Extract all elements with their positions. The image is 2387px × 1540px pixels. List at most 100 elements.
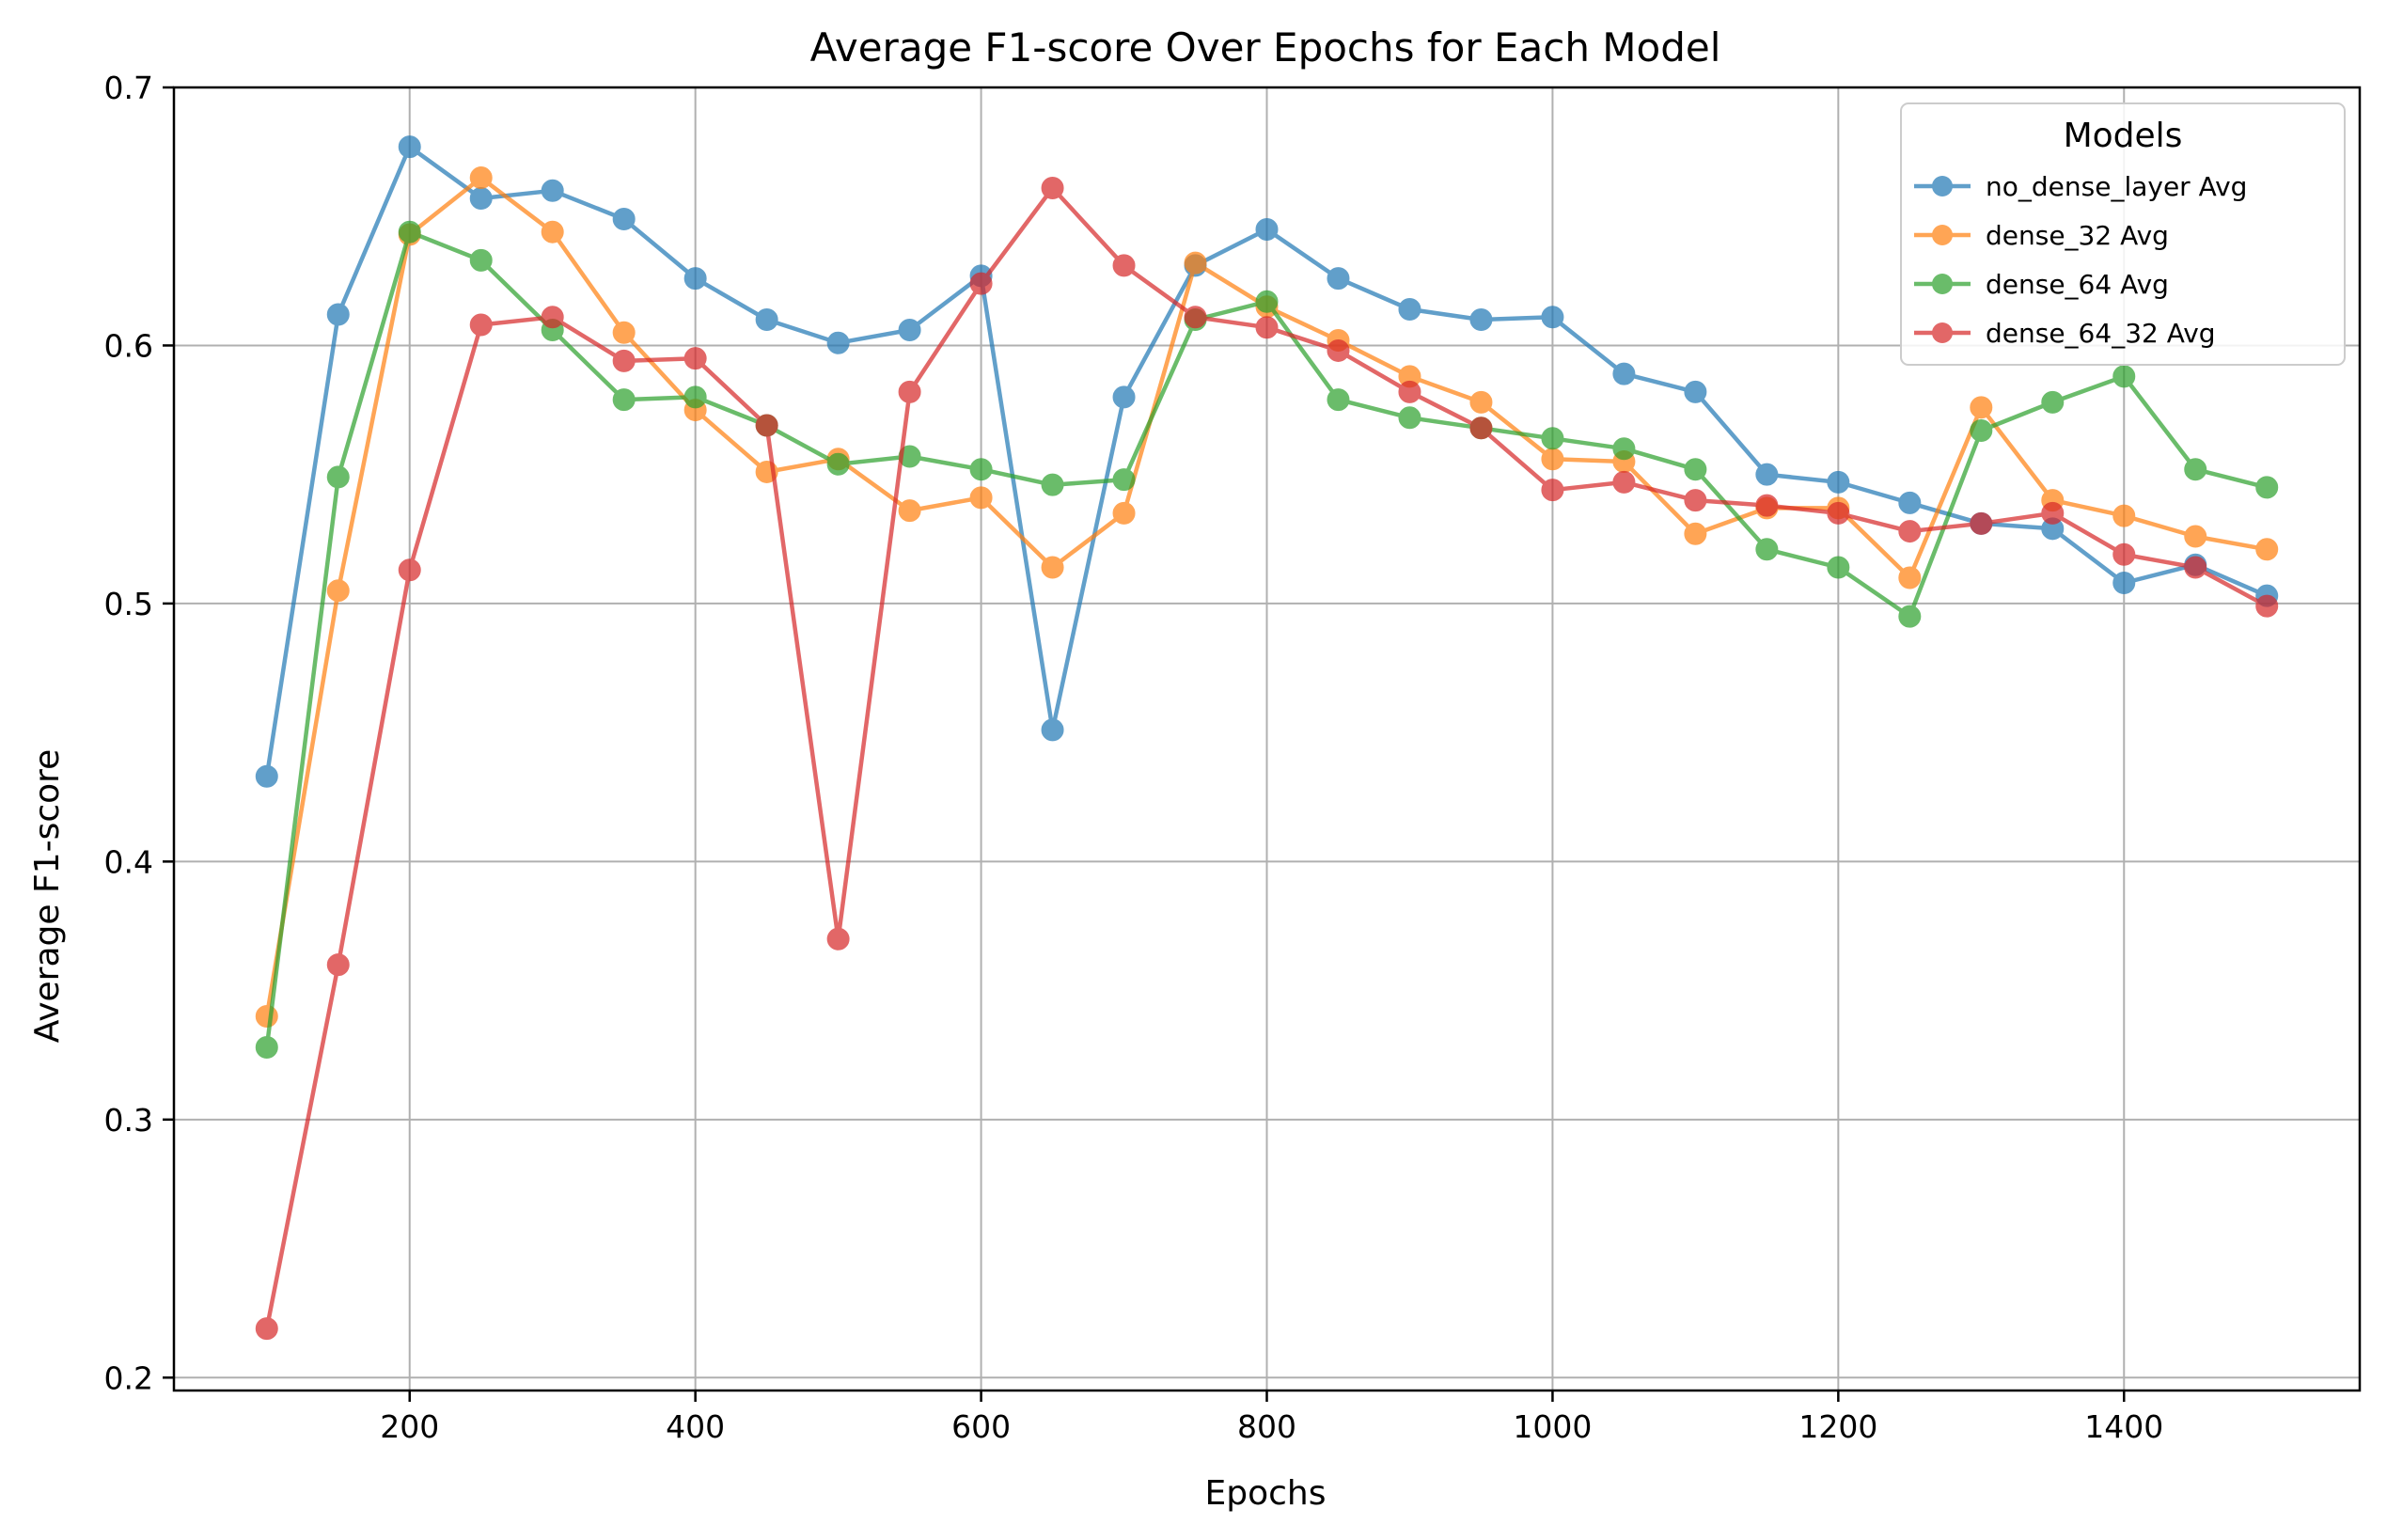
data-point: [541, 220, 564, 244]
data-point: [541, 306, 564, 329]
data-point: [1041, 718, 1064, 742]
y-tick-label: 0.2: [104, 1359, 153, 1396]
y-tick-label: 0.4: [104, 843, 153, 880]
data-point: [1684, 489, 1707, 512]
data-point: [326, 953, 350, 977]
data-point: [2255, 538, 2279, 561]
data-point: [1469, 308, 1493, 332]
legend-label: dense_32 Avg: [1986, 220, 2169, 251]
data-point: [1898, 605, 1922, 628]
data-point: [1041, 473, 1064, 496]
data-point: [826, 331, 850, 354]
data-point: [1112, 501, 1136, 525]
data-point: [755, 308, 778, 332]
data-point: [1612, 437, 1636, 461]
legend-item: dense_64_32 Avg: [1914, 318, 2216, 349]
data-point: [1041, 556, 1064, 579]
data-point: [683, 347, 707, 370]
x-tick-label: 1000: [1513, 1408, 1592, 1445]
data-point: [1469, 390, 1493, 414]
data-point: [2255, 476, 2279, 499]
series-dense-64-32-avg: [255, 177, 2279, 1341]
data-point: [755, 414, 778, 437]
data-point: [1112, 468, 1136, 492]
series-dense-64-avg: [255, 220, 2279, 1059]
data-point: [2112, 504, 2136, 527]
data-point: [1327, 338, 1350, 362]
legend: Models no_dense_layer Avg dense_32 Avg den…: [1900, 102, 2346, 366]
chart-title: Average F1-score Over Epochs for Each Mo…: [810, 24, 1721, 71]
legend-swatch-marker: [1932, 176, 1953, 196]
data-point: [1541, 427, 1564, 450]
data-point: [1541, 448, 1564, 471]
data-point: [398, 220, 421, 244]
data-point: [1612, 362, 1636, 385]
legend-items: no_dense_layer Avg dense_32 Avg dense_64 A…: [1914, 171, 2247, 349]
data-point: [255, 764, 278, 788]
y-tick-label: 0.7: [104, 70, 153, 106]
data-point: [398, 135, 421, 159]
y-tick-label: 0.6: [104, 327, 153, 364]
data-point: [398, 558, 421, 582]
legend-swatch: [1914, 225, 1971, 245]
x-tick-label: 200: [380, 1408, 439, 1445]
data-point: [1684, 458, 1707, 481]
legend-label: no_dense_layer Avg: [1986, 171, 2247, 202]
legend-title: Models: [2064, 117, 2183, 155]
data-point: [612, 388, 636, 412]
data-point: [1827, 470, 1850, 494]
data-point: [255, 1035, 278, 1059]
data-point: [898, 499, 921, 523]
data-point: [1827, 501, 1850, 525]
data-point: [2112, 365, 2136, 388]
data-point: [2184, 458, 2207, 481]
data-point: [469, 187, 493, 211]
data-point: [1684, 380, 1707, 403]
data-point: [2184, 525, 2207, 548]
data-point: [469, 166, 493, 190]
data-point: [969, 458, 993, 481]
data-point: [1255, 290, 1279, 313]
data-point: [1112, 385, 1136, 409]
data-point: [469, 248, 493, 272]
data-point: [969, 272, 993, 295]
data-point: [1041, 177, 1064, 200]
data-point: [898, 318, 921, 341]
data-point: [326, 465, 350, 489]
data-point: [2112, 571, 2136, 594]
data-point: [326, 303, 350, 326]
data-point: [1255, 316, 1279, 339]
x-tick-label: 400: [666, 1408, 725, 1445]
data-point: [1184, 251, 1207, 275]
data-point: [683, 267, 707, 291]
legend-label: dense_64_32 Avg: [1986, 318, 2216, 349]
data-point: [1755, 538, 1779, 561]
data-point: [1898, 566, 1922, 589]
legend-swatch-marker: [1932, 274, 1953, 294]
data-point: [1970, 511, 1993, 535]
data-point: [2041, 501, 2065, 525]
legend-item: dense_64 Avg: [1914, 269, 2169, 300]
data-point: [683, 385, 707, 409]
legend-box: [1900, 102, 2346, 366]
data-point: [1541, 306, 1564, 329]
data-point: [1398, 380, 1421, 403]
x-axis-label: Epochs: [1205, 1474, 1327, 1513]
x-tick-label: 600: [951, 1408, 1011, 1445]
data-point: [255, 1317, 278, 1341]
data-point: [1398, 298, 1421, 322]
data-point: [1755, 494, 1779, 517]
y-axis-label: Average F1-score: [28, 749, 67, 1044]
data-point: [2112, 542, 2136, 566]
series-layer: [255, 135, 2279, 1341]
data-point: [469, 313, 493, 337]
data-point: [2255, 594, 2279, 618]
data-point: [1970, 396, 1993, 419]
data-point: [326, 579, 350, 603]
data-point: [1112, 254, 1136, 277]
data-point: [1255, 217, 1279, 241]
legend-swatch: [1914, 176, 1971, 196]
data-point: [1541, 479, 1564, 502]
data-point: [541, 179, 564, 202]
